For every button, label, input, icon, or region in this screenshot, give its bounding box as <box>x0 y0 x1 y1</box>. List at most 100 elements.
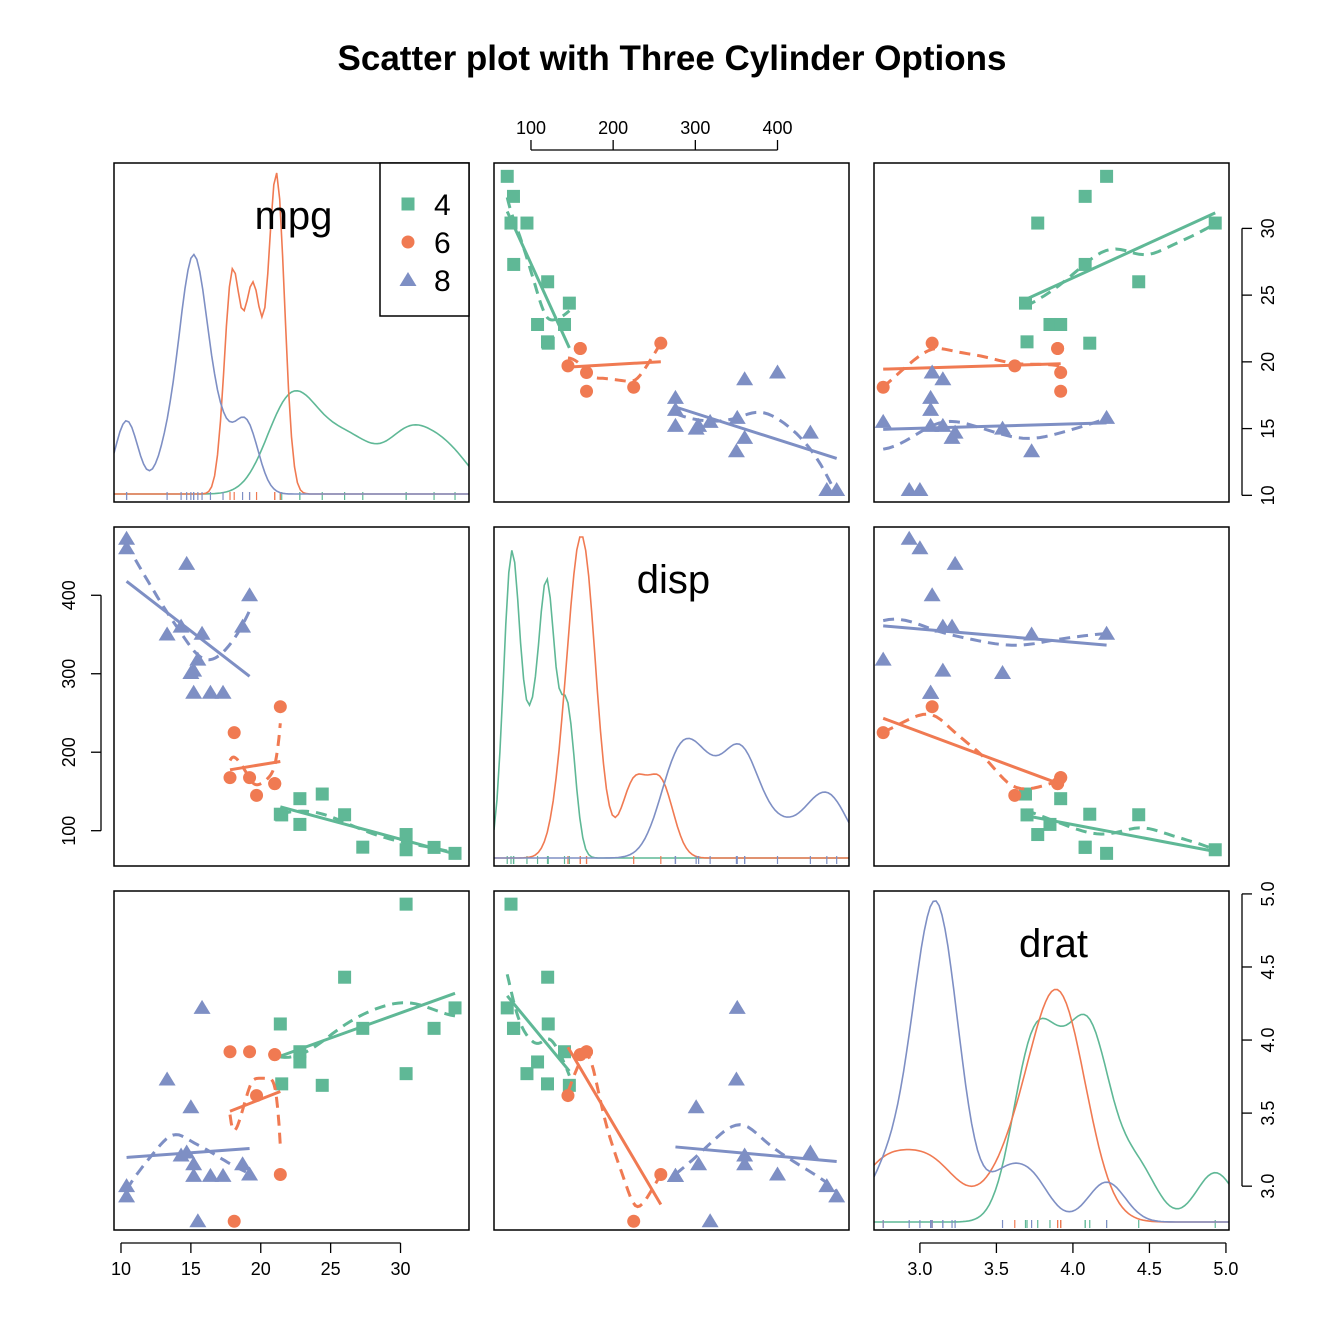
tick-label-mpg: 10 <box>111 1259 131 1279</box>
variable-label-drat: drat <box>1019 922 1088 966</box>
panel-mpg-vs-drat <box>873 162 1230 503</box>
point-cyl-6 <box>1054 366 1068 380</box>
panel-frame <box>113 162 470 503</box>
tick-label-drat: 3.5 <box>984 1259 1009 1279</box>
point-cyl-6 <box>273 1167 287 1181</box>
point-cyl-6 <box>573 342 587 356</box>
tick-label-disp: 100 <box>516 118 546 138</box>
point-cyl-4 <box>531 1055 545 1069</box>
point-cyl-8 <box>118 1178 136 1193</box>
tick-label-disp: 300 <box>680 118 710 138</box>
point-cyl-4 <box>315 787 329 801</box>
point-cyl-8 <box>922 417 940 432</box>
point-cyl-6 <box>654 1167 668 1181</box>
panel-mpg-vs-mpg: mpg <box>113 162 470 503</box>
point-cyl-8 <box>728 999 746 1014</box>
point-cyl-8 <box>189 651 207 666</box>
point-cyl-8 <box>118 1188 136 1203</box>
point-cyl-8 <box>158 1071 176 1086</box>
point-cyl-8 <box>911 540 929 555</box>
point-cyl-8 <box>234 1156 252 1171</box>
point-cyl-8 <box>801 424 819 439</box>
point-cyl-8 <box>727 1071 745 1086</box>
point-cyl-8 <box>728 409 746 424</box>
point-cyl-8 <box>701 413 719 428</box>
smoother-4 <box>505 973 571 1077</box>
panel-frame <box>113 526 470 867</box>
panel-plot-area <box>114 172 469 500</box>
panel-plot-area <box>500 897 846 1228</box>
point-cyl-8 <box>193 999 211 1014</box>
density-curve-4 <box>874 1013 1229 1223</box>
tick-label-drat: 3.0 <box>1258 1174 1278 1199</box>
point-cyl-6 <box>580 384 594 398</box>
point-cyl-4 <box>399 1067 413 1081</box>
legend-marker-4 <box>401 197 415 211</box>
point-cyl-4 <box>275 1077 289 1091</box>
point-cyl-8 <box>922 684 940 699</box>
tick-label-drat: 3.5 <box>1258 1101 1278 1126</box>
tick-label-mpg: 25 <box>321 1259 341 1279</box>
point-cyl-8 <box>934 417 952 432</box>
point-cyl-8 <box>818 481 836 496</box>
point-cyl-8 <box>193 625 211 640</box>
panel-disp-vs-drat <box>873 526 1230 867</box>
panel-plot-area <box>874 530 1222 860</box>
point-cyl-4 <box>356 1021 370 1035</box>
point-cyl-4 <box>520 216 534 230</box>
point-cyl-8 <box>994 420 1012 435</box>
point-cyl-4 <box>427 1021 441 1035</box>
point-cyl-4 <box>540 1077 554 1091</box>
point-cyl-4 <box>1083 807 1097 821</box>
point-cyl-4 <box>506 189 520 203</box>
point-cyl-6 <box>273 700 287 714</box>
point-cyl-8 <box>1098 625 1116 640</box>
point-cyl-4 <box>1043 317 1057 331</box>
point-cyl-4 <box>448 1001 462 1015</box>
point-cyl-6 <box>561 359 575 373</box>
smoother-6 <box>228 1076 282 1146</box>
point-cyl-8 <box>994 664 1012 679</box>
regression-line-6 <box>882 716 1062 786</box>
tick-label-disp: 100 <box>59 816 79 846</box>
tick-label-drat: 4.5 <box>1137 1259 1162 1279</box>
point-cyl-4 <box>315 1078 329 1092</box>
point-cyl-8 <box>946 424 964 439</box>
point-cyl-6 <box>227 1214 241 1228</box>
point-cyl-6 <box>223 1045 237 1059</box>
point-cyl-4 <box>1078 840 1092 854</box>
point-cyl-8 <box>934 662 952 677</box>
panel-drat-vs-disp <box>493 890 850 1231</box>
panels-layer: mpg disp drat 10 15 20 25 30 100 200 300 400 3.0 3.5 4… <box>59 118 1278 1279</box>
point-cyl-6 <box>876 380 890 394</box>
point-cyl-4 <box>541 336 555 350</box>
density-curve-6 <box>494 536 849 859</box>
legend: 4 6 8 <box>379 162 470 317</box>
point-cyl-8 <box>736 429 754 444</box>
point-cyl-6 <box>580 366 594 380</box>
point-cyl-8 <box>185 1156 203 1171</box>
point-cyl-6 <box>627 1214 641 1228</box>
regression-line-4 <box>1024 211 1216 301</box>
point-cyl-6 <box>561 1089 575 1103</box>
point-cyl-4 <box>293 792 307 806</box>
point-cyl-4 <box>1100 169 1114 183</box>
smoother-8 <box>674 1123 838 1194</box>
point-cyl-6 <box>250 1089 264 1103</box>
density-curve-6 <box>874 988 1229 1223</box>
point-cyl-4 <box>273 807 287 821</box>
point-cyl-8 <box>189 1213 207 1228</box>
legend-label-4: 4 <box>434 189 451 222</box>
regression-line-6 <box>883 362 1061 371</box>
point-cyl-8 <box>736 1156 754 1171</box>
point-cyl-4 <box>541 970 555 984</box>
point-cyl-4 <box>293 1045 307 1059</box>
point-cyl-6 <box>243 771 257 785</box>
point-cyl-4 <box>293 817 307 831</box>
point-cyl-8 <box>922 401 940 416</box>
tick-label-mpg: 25 <box>1258 285 1278 305</box>
point-cyl-8 <box>818 1178 836 1193</box>
smoother-6 <box>228 723 282 787</box>
point-cyl-8 <box>118 540 136 555</box>
point-cyl-4 <box>1208 216 1222 230</box>
